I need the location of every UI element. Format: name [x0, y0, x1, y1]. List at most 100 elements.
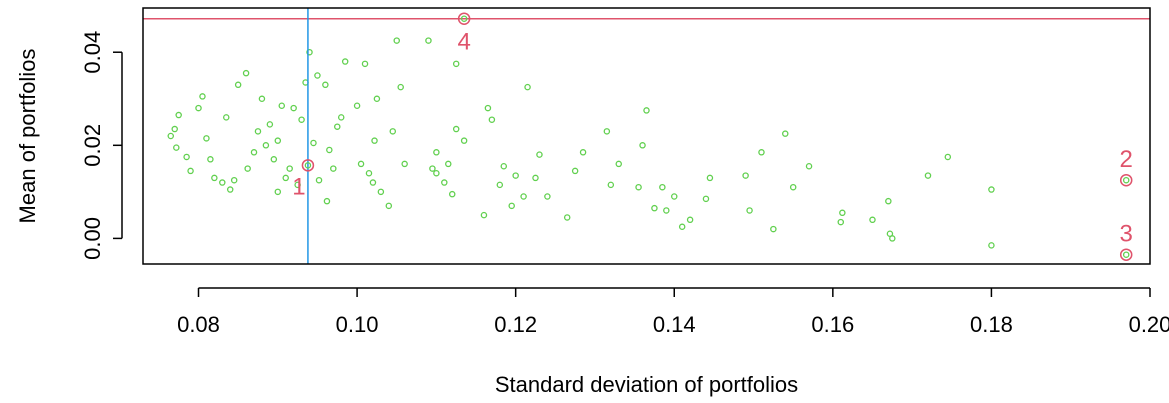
scatter-point: [433, 169, 440, 177]
scatter-point: [389, 128, 397, 135]
scatter-point: [337, 114, 345, 121]
scatter-point: [885, 197, 892, 205]
scatter-point: [341, 58, 349, 65]
scatter-point: [173, 144, 180, 151]
scatter-point: [500, 163, 508, 170]
scatter-point: [651, 204, 658, 212]
scatter-point: [488, 116, 496, 123]
highlight-point: [301, 159, 315, 172]
scatter-point: [445, 160, 452, 168]
scatter-point: [536, 151, 543, 158]
scatter-point: [323, 197, 331, 205]
scatter-point: [805, 163, 813, 170]
scatter-point: [167, 132, 175, 140]
plot-frame: [142, 7, 1151, 265]
scatter-point: [433, 149, 440, 156]
scatter-point: [659, 183, 666, 191]
scatter-point: [678, 223, 686, 231]
scatter-point: [330, 165, 337, 172]
scatter-point: [377, 188, 385, 196]
scatter-point: [452, 125, 460, 133]
scatter-point: [706, 174, 714, 182]
reference-lines: [143, 8, 1150, 264]
x-tick-label: 0.16: [811, 312, 854, 337]
highlight-point: [457, 12, 471, 25]
scatter-point: [234, 81, 242, 89]
y-tick-label: 0.02: [80, 124, 105, 167]
scatter-point: [544, 193, 551, 200]
scatter-point: [571, 167, 579, 175]
x-tick-label: 0.18: [970, 312, 1013, 337]
scatter-point: [353, 102, 361, 109]
scatter-point: [944, 153, 952, 161]
scatter-point: [441, 179, 448, 186]
x-tick-label: 0.20: [1129, 312, 1169, 337]
scatter-point: [361, 60, 369, 68]
scatter-point: [460, 137, 468, 144]
scatter-point: [686, 216, 694, 224]
scatter-point: [671, 193, 678, 200]
scatter-point: [183, 153, 190, 161]
scatter-point: [357, 160, 365, 168]
scatter-point: [393, 37, 400, 44]
scatter-point: [639, 142, 646, 149]
scatter-point: [258, 95, 266, 103]
scatter-point: [837, 218, 845, 226]
scatter-point: [789, 183, 797, 191]
scatter-point: [223, 114, 230, 121]
scatter-point: [211, 174, 218, 182]
scatter-point: [242, 69, 250, 77]
scatter-point: [746, 207, 753, 214]
scatter-point: [262, 142, 270, 149]
scatter-point: [643, 107, 650, 114]
scatter-point: [306, 48, 313, 56]
scatter-point: [988, 242, 995, 249]
scatter-point: [603, 128, 611, 135]
scatter-point: [195, 104, 202, 112]
scatter-point: [607, 181, 615, 189]
scatter-point: [889, 235, 896, 242]
scatter-point: [326, 146, 333, 154]
scatter-point: [782, 130, 789, 137]
scatter-point: [226, 186, 234, 193]
scatter-point: [579, 149, 587, 156]
scatter-point: [663, 207, 670, 214]
x-axis: 0.08 0.10 0.12 0.14 0.16 0.18 0.20: [177, 287, 1169, 337]
scatter-point: [702, 195, 710, 203]
scatter-point: [334, 123, 341, 130]
scatter-point: [314, 72, 321, 79]
scatter-point: [480, 211, 488, 219]
highlight-point-inner: [1122, 176, 1130, 184]
x-tick-label: 0.10: [336, 312, 379, 337]
scatter-point: [869, 216, 876, 224]
scatter-point: [401, 160, 408, 168]
scatter-point: [270, 156, 278, 163]
scatter-point: [758, 149, 765, 156]
scatter-point: [512, 172, 519, 179]
scatter-point: [244, 165, 251, 172]
scatter-point: [369, 179, 377, 186]
scatter-point: [250, 149, 258, 156]
scatter-point: [484, 104, 492, 112]
y-tick-label: 0.04: [80, 31, 105, 74]
scatter-point: [508, 202, 515, 210]
highlight-label: 3: [1120, 221, 1133, 248]
x-tick-label: 0.12: [494, 312, 537, 337]
scatter-point: [373, 95, 381, 103]
scatter-point: [397, 83, 404, 91]
scatter-point: [448, 190, 456, 198]
highlight-point: [1119, 173, 1133, 187]
scatter-point: [254, 128, 262, 135]
scatter-point: [452, 60, 460, 68]
scatter-point: [199, 93, 206, 100]
highlight-point-inner: [460, 15, 468, 22]
scatter-point: [315, 176, 323, 184]
x-tick-label: 0.08: [177, 312, 220, 337]
scatter-point: [988, 186, 995, 193]
x-axis-title: Standard deviation of portfolios: [495, 372, 798, 397]
x-tick-label: 0.14: [653, 312, 696, 337]
scatter-point: [839, 209, 846, 217]
scatter-point: [274, 137, 282, 144]
scatter-point: [294, 181, 301, 189]
